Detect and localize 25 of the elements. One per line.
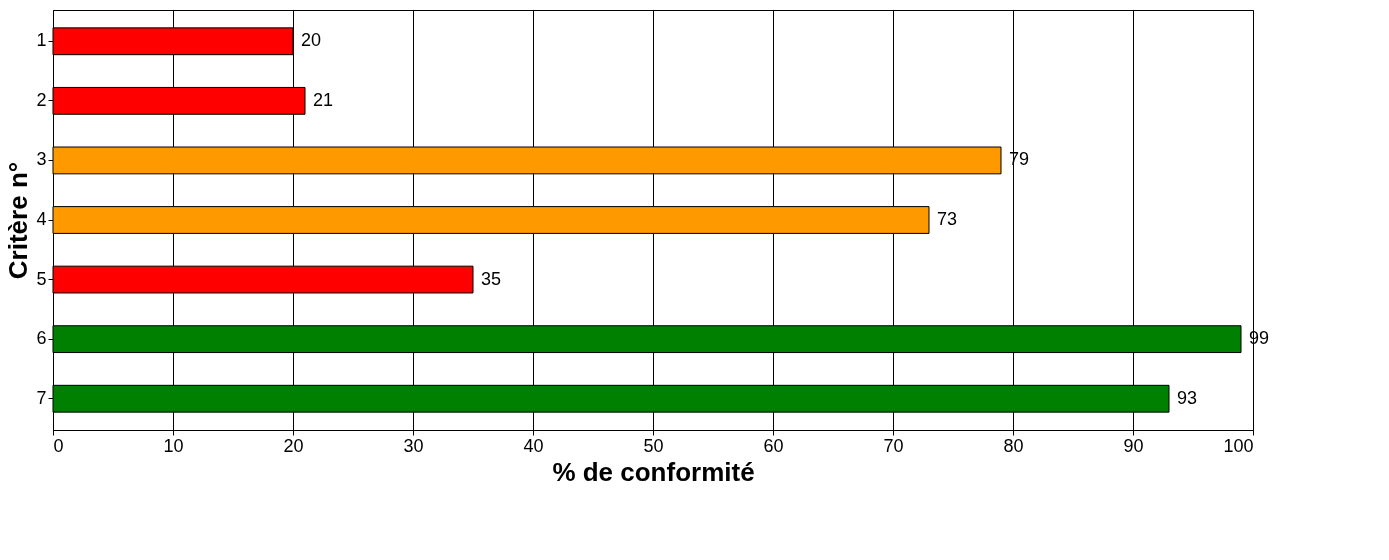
y-tick-label: 5 <box>36 268 47 289</box>
data-label: 21 <box>313 89 334 110</box>
x-tick-label: 40 <box>523 435 544 456</box>
y-tick-label: 6 <box>36 328 47 349</box>
y-tick-label: 2 <box>36 89 47 110</box>
data-label: 20 <box>301 30 322 51</box>
x-tick-label: 50 <box>643 435 664 456</box>
x-tick-label: 20 <box>283 435 304 456</box>
y-tick-label: 1 <box>36 30 47 51</box>
data-label: 73 <box>937 209 958 229</box>
x-tick-label: 90 <box>1123 435 1144 456</box>
y-tick-label: 3 <box>36 149 47 170</box>
x-tick-label: 80 <box>1003 435 1024 456</box>
y-tick-label: 7 <box>36 387 47 408</box>
data-label: 35 <box>481 268 502 289</box>
y-tick-label: 4 <box>36 209 47 229</box>
y-axis-title: Critère n° <box>3 161 34 280</box>
data-label: 93 <box>1177 387 1198 408</box>
x-tick-label: 0 <box>53 435 64 456</box>
x-tick-label: 10 <box>163 435 184 456</box>
x-tick-label: 100 <box>1223 435 1254 456</box>
x-tick-label: 30 <box>403 435 424 456</box>
x-tick-label: 70 <box>883 435 904 456</box>
x-axis-title: % de conformité <box>552 456 755 487</box>
x-tick-label: 60 <box>763 435 784 456</box>
